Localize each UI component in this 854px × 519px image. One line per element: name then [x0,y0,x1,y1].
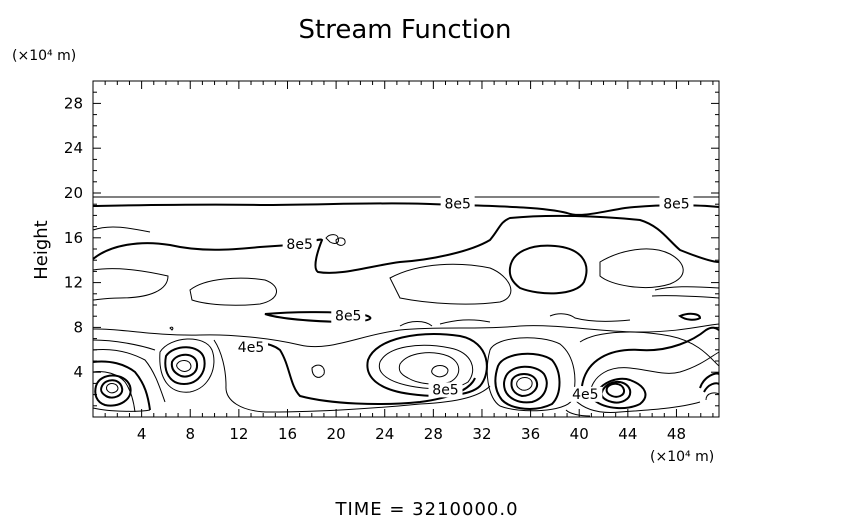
contour-line [654,286,720,291]
contour-line [549,313,631,322]
x-tick-label: 32 [472,425,491,443]
contour-line [92,268,169,301]
contour-line [399,321,433,327]
y-axis-label: Height [31,220,52,280]
contour-line [164,346,206,386]
contour-line [431,365,449,378]
contour-line [169,326,174,331]
contour-label-bg [331,308,366,324]
contour-line [439,319,491,325]
contour-line [92,226,151,233]
contour-line [605,382,626,398]
chart-title: Stream Function [299,15,512,45]
contour-line [170,353,199,378]
contour-label: 8e5 [335,308,361,324]
contour-line [699,372,720,389]
contour-line [159,338,215,393]
contour-line [105,383,119,394]
contour-line [651,295,720,299]
y-tick-label: 28 [64,94,83,112]
y-tick-label: 12 [64,274,83,292]
contour-line [565,409,591,417]
contour-label: 8e5 [286,237,312,253]
contour-line [705,392,720,401]
contour-line [92,371,136,413]
contour-line [398,352,460,385]
contour-line [502,365,548,404]
contour-line [235,342,476,405]
x-tick-label: 12 [229,425,248,443]
x-tick-label: 48 [667,425,686,443]
contour-label: 4e5 [572,387,598,403]
contour-line [574,399,701,413]
contour-label-bg [282,236,317,252]
contour-line [378,344,473,390]
x-tick-label: 40 [570,425,589,443]
contour-line [389,263,512,305]
contour-label-bg [234,339,269,355]
contour-line [100,379,124,399]
contour-line [703,382,720,393]
contour-line [335,237,346,246]
contour-label: 4e5 [238,340,264,356]
contour-line [589,351,720,393]
contour-line [366,333,488,397]
contour-label: 8e5 [663,196,689,212]
contour-label: 8e5 [444,196,470,212]
x-tick-label: 16 [278,425,297,443]
contour-line [189,277,277,306]
y-tick-label: 24 [64,139,83,157]
contour-line [92,323,720,348]
contour-label-bg [659,196,694,212]
x-tick-label: 44 [618,425,637,443]
contour-line [508,244,588,295]
contour-line [599,248,684,288]
contour-line [678,312,702,321]
contour-lines [92,196,720,417]
x-tick-label: 8 [185,425,195,443]
contour-line [176,360,192,372]
y-tick-label: 8 [73,318,83,336]
x-tick-label: 4 [137,425,147,443]
y-axis-unit: (×10⁴ m) [12,48,76,64]
contour-line [581,326,720,387]
contour-line [92,360,151,411]
x-axis-unit: (×10⁴ m) [650,449,714,465]
x-tick-label: 24 [375,425,394,443]
contour-line [92,214,720,274]
contour-line [92,202,720,216]
contour-line [592,377,647,410]
contour-line [92,339,156,351]
contour-label-bg [568,386,603,402]
x-tick-label: 20 [327,425,346,443]
contour-label: 8e5 [432,382,458,398]
x-tick-label: 36 [521,425,540,443]
contour-line [311,364,325,378]
y-tick-label: 16 [64,229,83,247]
contour-line [264,311,372,324]
contour-line [92,407,151,412]
x-tick-label: 28 [424,425,443,443]
time-footer: TIME = 3210000.0 [334,499,518,519]
contour-line [494,352,561,410]
y-tick-label: 4 [73,363,83,381]
contour-line [516,377,533,391]
contour-line [92,349,166,403]
contour-labels: 8e5 8e5 8e5 8e5 4e5 8e5 4e5 [234,196,694,403]
contour-line [510,373,538,398]
contour-label-bg [440,196,475,212]
contour-line [600,381,632,404]
contour-line [94,374,132,407]
contour-line [579,331,720,367]
y-tick-label: 20 [64,184,83,202]
contour-label-bg [428,382,463,398]
contour-line [213,339,491,413]
